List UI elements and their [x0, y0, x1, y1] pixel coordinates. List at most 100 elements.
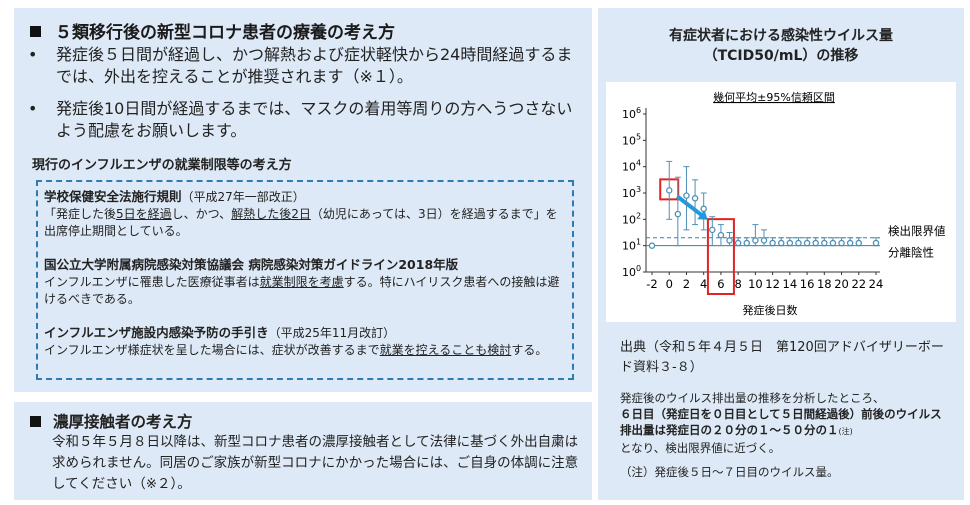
- y-tick-label: 104: [622, 159, 641, 174]
- x-tick-label: 4: [700, 277, 707, 291]
- data-point: [777, 239, 785, 247]
- data-point: [786, 239, 794, 247]
- data-point: [734, 239, 742, 247]
- rule-body: インフルエンザ様症状を呈した場合には、症状が改善するまで就業を控えることも検討す…: [44, 342, 564, 359]
- square-bullet-icon: [30, 26, 41, 37]
- analysis-text: 発症後のウイルス排出量の推移を分析したところ、 ６日目（発症日を０日目として５日間…: [620, 390, 952, 456]
- recuperation-heading: ５類移行後の新型コロナ患者の療養の考え方: [30, 18, 395, 43]
- y-tick-label: 105: [622, 132, 641, 147]
- x-tick-label: 24: [869, 277, 884, 291]
- x-tick-label: 0: [666, 277, 673, 291]
- data-point: [743, 239, 751, 247]
- rule-school-health: 学校保健安全法施行規則（平成27年一部改正） 「発症した後5日を経過し、かつ、解…: [44, 188, 564, 240]
- x-tick-label: 10: [748, 277, 763, 291]
- close-contact-body: 令和５年５月８日以降は、新型コロナ患者の濃厚接触者として法律に基づく外出自粛は求…: [52, 434, 579, 492]
- bullet-dot-icon: •: [28, 99, 38, 118]
- chart-title-line2: （TCID50/mL）の推移: [703, 48, 859, 64]
- rule-facility-infection: インフルエンザ施設内感染予防の手引き（平成25年11月改訂） インフルエンザ様症…: [44, 324, 564, 359]
- rule-body-text: インフルエンザに罹患した医療従事者は: [44, 275, 260, 289]
- viral-load-panel: 有症状者における感染性ウイルス量 （TCID50/mL）の推移 幾何平均±95%…: [598, 8, 964, 500]
- influenza-subheading: 現行のインフルエンザの就業制限等の考え方: [32, 158, 292, 173]
- chart-title: 有症状者における感染性ウイルス量 （TCID50/mL）の推移: [598, 26, 964, 66]
- chart-title-line1: 有症状者における感染性ウイルス量: [669, 28, 893, 44]
- data-point: [683, 192, 690, 199]
- x-tick-label: 8: [734, 277, 741, 291]
- bullet-text: 発症後５日間が経過し、かつ解熱および症状軽快から24時間経過するまでは、外出を控…: [56, 45, 573, 86]
- rule-title: 国公立大学附属病院感染対策協議会 病院感染対策ガイドライン2018年版: [44, 257, 459, 272]
- rule-note: （平成27年一部改正）: [181, 190, 305, 204]
- rule-body: 「発症した後5日を経過し、かつ、解熱した後2日（幼児にあっては、3日）を経過する…: [44, 206, 564, 240]
- x-tick-label: 2: [683, 277, 690, 291]
- y-tick-label: 100: [622, 264, 641, 279]
- rule-body: インフルエンザに罹患した医療従事者は就業制限を考慮する。特にハイリスク患者への接…: [44, 274, 564, 308]
- y-tick-label: 106: [622, 106, 641, 121]
- analysis-footnote-mark: (注): [838, 427, 853, 436]
- bullet-item: • 発症後５日間が経過し、かつ解熱および症状軽快から24時間経過するまでは、外出…: [28, 44, 578, 88]
- data-point: [760, 237, 768, 244]
- data-point: [838, 239, 845, 247]
- x-tick-label: 6: [717, 277, 724, 291]
- x-tick-label: 22: [851, 277, 866, 291]
- decline-arrow: [676, 194, 705, 219]
- close-contact-heading-text: 濃厚接触者の考え方: [53, 413, 193, 431]
- reference-line-label: 検出限界値: [888, 224, 946, 238]
- bullet-text: 発症後10日間が経過するまでは、マスクの着用等周りの方へうつさないよう配慮をお願…: [56, 99, 573, 140]
- data-point: [691, 195, 699, 202]
- x-tick-label: 14: [783, 277, 798, 291]
- x-tick-label: 12: [765, 277, 780, 291]
- data-point: [752, 237, 759, 244]
- viral-load-chart: 幾何平均±95%信頼区間 100 101 102 103 104 105 106 -2 0 2 4…: [606, 82, 956, 322]
- footnote: （注）発症後５日～７日目のウイルス量。: [620, 465, 839, 479]
- x-tick-label: 16: [800, 277, 815, 291]
- x-tick-label: 20: [834, 277, 849, 291]
- data-point: [665, 187, 673, 194]
- data-point: [829, 239, 837, 247]
- close-contact-heading: 濃厚接触者の考え方: [30, 410, 193, 432]
- data-point: [812, 239, 819, 247]
- rule-body-text: 「発症した後: [44, 207, 117, 221]
- rule-body-text: （幼児にあっては、3日）を経過するまで」を出席停止期間としている。: [44, 207, 558, 238]
- recuperation-heading-text: ５類移行後の新型コロナ患者の療養の考え方: [55, 23, 395, 43]
- analysis-emphasis: ６日目（発症日を０日目として５日間経過後）前後のウイルス排出量は発症日の２０分の…: [620, 407, 942, 437]
- rule-body-text: する。特にハイリスク患者への接触は避けるべきである。: [44, 275, 560, 306]
- bullet-dot-icon: •: [28, 45, 38, 64]
- influenza-rules-box: 学校保健安全法施行規則（平成27年一部改正） 「発症した後5日を経過し、かつ、解…: [36, 180, 574, 380]
- rule-body-text: し、かつ、: [171, 207, 232, 221]
- close-contact-panel: 濃厚接触者の考え方 令和５年５月８日以降は、新型コロナ患者の濃厚接触者として法律…: [14, 402, 592, 500]
- rule-body-underlined: 就業を控えることも検討: [379, 343, 512, 357]
- data-point: [821, 239, 828, 247]
- rule-title: インフルエンザ施設内感染予防の手引き: [44, 325, 269, 340]
- x-tick-label: -2: [646, 277, 657, 291]
- rule-note: （平成25年11月改訂）: [268, 326, 396, 340]
- x-axis-label: 発症後日数: [743, 303, 798, 317]
- data-point: [846, 239, 854, 247]
- recuperation-panel: ５類移行後の新型コロナ患者の療養の考え方 • 発症後５日間が経過し、かつ解熱およ…: [14, 8, 592, 392]
- analysis-intro: 発症後のウイルス排出量の推移を分析したところ、: [620, 391, 885, 405]
- source-citation: 出典（令和５年４月５日 第120回アドバイザリーボード資料３-８）: [620, 340, 944, 375]
- data-point: [872, 239, 880, 247]
- data-point: [726, 237, 733, 244]
- rule-body-underlined: 就業制限を考慮: [259, 275, 344, 289]
- data-point: [803, 239, 811, 247]
- y-tick-label: 102: [622, 211, 641, 226]
- data-point: [769, 239, 776, 247]
- rule-body-text: インフルエンザ様症状を呈した場合には、症状が改善するまで: [44, 343, 380, 357]
- decline-arrow-head: [697, 209, 708, 220]
- square-bullet-icon: [30, 416, 41, 427]
- y-tick-label: 101: [622, 238, 641, 253]
- rule-body-underlined: 解熱した後2日: [231, 207, 311, 221]
- reference-line-label: 分離陰性: [888, 246, 934, 260]
- data-point: [795, 239, 802, 247]
- rule-body-text: する。: [511, 343, 548, 357]
- data-point: [648, 242, 656, 249]
- x-tick-label: 18: [817, 277, 832, 291]
- data-point: [709, 226, 716, 234]
- bullet-item: • 発症後10日間が経過するまでは、マスクの着用等周りの方へうつさないよう配慮を…: [28, 98, 578, 142]
- data-point: [855, 239, 863, 247]
- highlight-box-day6: [706, 218, 735, 295]
- y-tick-label: 103: [622, 185, 641, 200]
- data-point: [674, 210, 682, 218]
- data-point: [700, 205, 707, 213]
- rule-hospital-guideline: 国公立大学附属病院感染対策協議会 病院感染対策ガイドライン2018年版 インフル…: [44, 256, 564, 308]
